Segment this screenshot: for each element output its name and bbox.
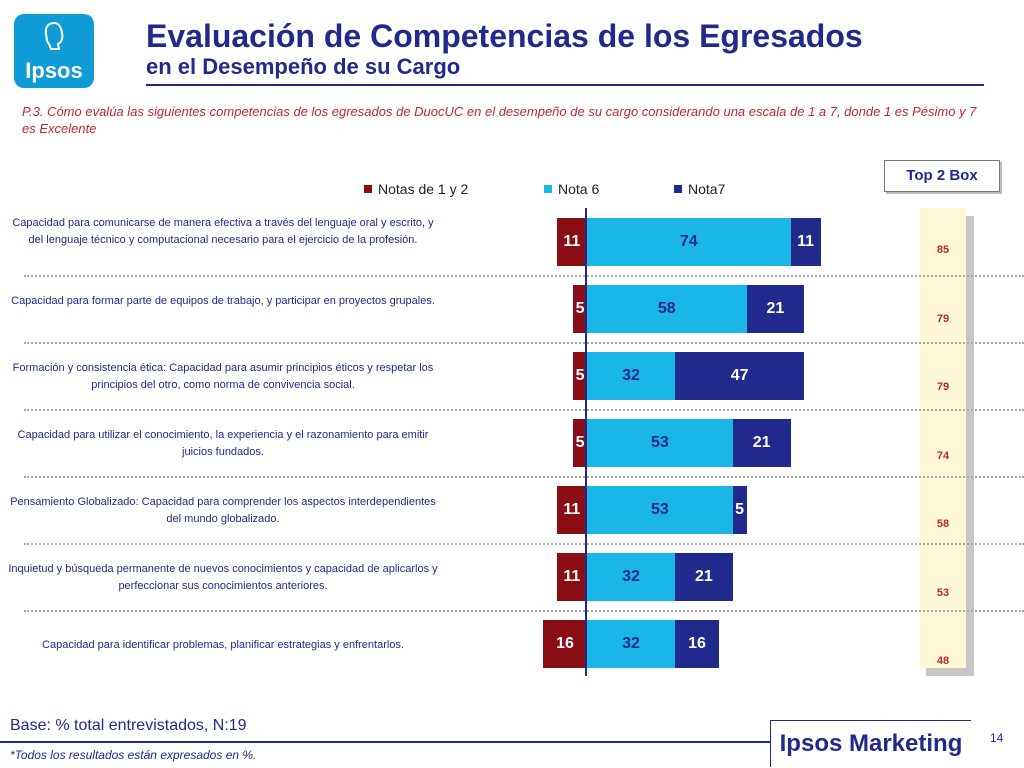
bar-nota7-1 — [746, 285, 805, 333]
bar-low-0 — [556, 218, 587, 266]
value-label-nota7-0: 11 — [797, 233, 815, 250]
legend-item-nota6: Nota 6 — [544, 181, 599, 197]
value-label-nota6-0: 74 — [679, 233, 698, 250]
legend-label-low: Notas de 1 y 2 — [378, 181, 469, 197]
value-label-low-0: 11 — [563, 233, 581, 250]
value-label-nota7-2: 47 — [730, 367, 749, 384]
top2box-value-6: 48 — [936, 655, 950, 667]
bar-nota6-4 — [587, 486, 733, 534]
page-number: 14 — [990, 731, 1004, 745]
bar-nota6-6 — [587, 620, 675, 668]
bar-nota6-3 — [587, 419, 733, 467]
footer-rule — [0, 741, 770, 743]
top2box-value-1: 79 — [936, 312, 950, 325]
bar-low-3 — [573, 419, 587, 467]
value-label-low-6: 16 — [556, 635, 574, 652]
row-separator-0 — [24, 275, 1024, 277]
category-label-4: Pensamiento Globalizado: Capacidad para … — [10, 496, 436, 525]
row-separator-2 — [24, 409, 1024, 411]
legend-label-nota6: Nota 6 — [558, 181, 600, 197]
category-label-1: Capacidad para formar parte de equipos d… — [11, 295, 435, 307]
bar-nota7-3 — [732, 419, 791, 467]
bar-nota7-6 — [675, 620, 719, 668]
value-label-nota7-1: 21 — [766, 300, 785, 317]
logo-text: Ipsos — [25, 58, 83, 83]
title-rule — [146, 84, 984, 86]
bar-nota7-4 — [732, 486, 747, 534]
category-label-5: Inquietud y búsqueda permanente de nuevo… — [8, 563, 438, 592]
value-label-nota7-3: 21 — [752, 434, 771, 451]
value-label-nota6-6: 32 — [622, 635, 640, 652]
bar-nota7-0 — [790, 218, 821, 266]
value-label-low-4: 11 — [563, 501, 581, 518]
top2box-column — [920, 208, 966, 668]
value-label-low-2: 5 — [575, 367, 585, 384]
chart-axis — [585, 208, 587, 676]
value-label-nota6-5: 32 — [622, 568, 640, 585]
value-label-nota6-3: 53 — [650, 434, 669, 451]
logo-face-icon — [44, 22, 64, 50]
value-label-nota6-2: 32 — [622, 367, 640, 384]
top2box-header: Top 2 Box — [884, 160, 1000, 192]
category-label-3: Capacidad para utilizar el conocimiento,… — [17, 429, 429, 458]
row-separator-1 — [24, 342, 1024, 344]
legend-swatch-low — [364, 185, 372, 193]
legend-item-nota7: Nota7 — [674, 181, 725, 197]
base-text: Base: % total entrevistados, N:19 — [10, 717, 247, 734]
legend-swatch-nota6 — [544, 185, 552, 193]
value-label-nota7-4: 5 — [735, 501, 745, 518]
row-separator-3 — [24, 476, 1024, 478]
page-title: Evaluación de Competencias de los Egresa… — [146, 18, 863, 54]
question-text: P.3. Cómo evalúa las siguientes competen… — [22, 104, 977, 136]
legend-label-nota7: Nota7 — [688, 181, 726, 197]
bar-nota6-2 — [587, 352, 675, 400]
page-subtitle: en el Desempeño de su Cargo — [146, 54, 461, 79]
value-label-nota6-4: 53 — [650, 501, 669, 518]
top2box-value-3: 74 — [936, 449, 950, 462]
bar-low-1 — [573, 285, 587, 333]
top2box-value-5: 53 — [936, 586, 950, 599]
legend-item-low: Notas de 1 y 2 — [364, 181, 468, 197]
bar-nota6-0 — [587, 218, 791, 266]
value-label-nota7-5: 21 — [694, 568, 713, 585]
bar-low-5 — [556, 553, 587, 601]
category-label-0: Capacidad para comunicarse de manera efe… — [12, 217, 434, 246]
bar-low-6 — [543, 620, 587, 668]
category-label-6: Capacidad para identificar problemas, pl… — [42, 639, 404, 651]
bar-nota7-5 — [675, 553, 733, 601]
bar-low-4 — [556, 486, 587, 534]
legend-swatch-nota7 — [674, 185, 682, 193]
top2box-value-4: 58 — [936, 518, 950, 530]
top2box-value-2: 79 — [936, 381, 950, 393]
category-label-2: Formación y consistencia ética: Capacida… — [12, 362, 434, 391]
bar-nota6-5 — [587, 553, 675, 601]
bar-nota6-1 — [587, 285, 747, 333]
value-label-nota6-1: 58 — [657, 300, 676, 317]
value-label-nota7-6: 16 — [688, 635, 706, 652]
value-label-low-1: 5 — [575, 300, 585, 317]
top2box-value-0: 85 — [936, 244, 950, 256]
ipsos-logo: Ipsos — [14, 14, 94, 88]
bar-low-2 — [573, 352, 587, 400]
row-separator-5 — [24, 610, 1024, 612]
row-separator-4 — [24, 543, 1024, 545]
value-label-low-5: 11 — [563, 568, 581, 585]
brand-logo: Ipsos Marketing — [770, 720, 971, 767]
bar-nota7-2 — [675, 352, 805, 400]
value-label-low-3: 5 — [575, 434, 585, 451]
footnote: *Todos los resultados están expresados e… — [10, 748, 257, 762]
